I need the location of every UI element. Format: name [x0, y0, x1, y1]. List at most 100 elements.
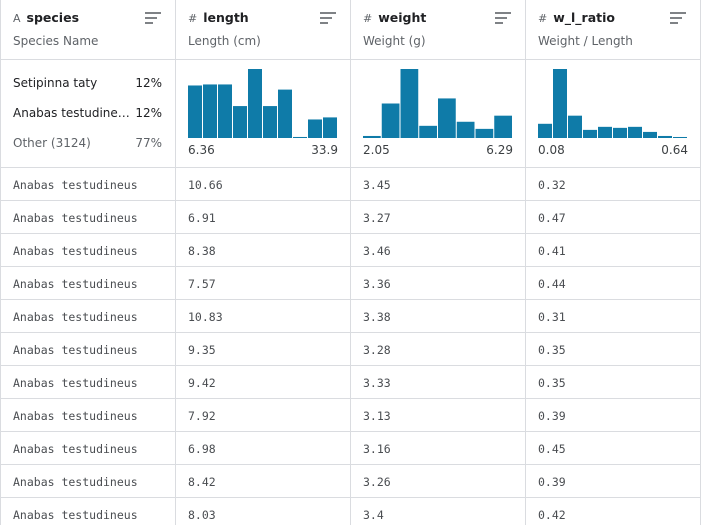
histogram-bar	[475, 128, 494, 138]
cell-value: 0.44	[538, 277, 566, 291]
cell-value: 3.46	[363, 244, 391, 258]
sort-button[interactable]	[670, 12, 686, 24]
histogram-max: 33.9	[311, 143, 338, 157]
table-cell: 8.42	[176, 465, 351, 498]
cell-value: 0.35	[538, 343, 566, 357]
histogram-bar	[456, 121, 475, 138]
table-cell: 3.26	[351, 465, 526, 498]
table-cell: 0.42	[526, 498, 701, 525]
type-icon: #	[538, 12, 548, 25]
cell-value: 6.98	[188, 442, 216, 456]
column-title: # length	[188, 10, 249, 25]
sort-button[interactable]	[320, 12, 336, 24]
cell-value: 0.39	[538, 475, 566, 489]
cell-value: Anabas testudineus	[13, 178, 138, 192]
column-description: Length (cm)	[188, 34, 261, 48]
cell-value: 3.16	[363, 442, 391, 456]
histogram-bar	[598, 126, 612, 138]
histogram-min: 2.05	[363, 143, 390, 157]
column-summary: 6.36 33.9	[176, 60, 351, 168]
histogram	[363, 69, 512, 138]
cell-value: Anabas testudineus	[13, 343, 138, 357]
histogram-bar	[263, 106, 277, 138]
table-cell: Anabas testudineus	[1, 399, 176, 432]
cell-value: 0.35	[538, 376, 566, 390]
cell-value: 10.66	[188, 178, 223, 192]
column-header: # length Length (cm)	[176, 0, 351, 60]
top-value-percent: 12%	[135, 106, 162, 120]
cell-value: 8.42	[188, 475, 216, 489]
cell-value: 9.35	[188, 343, 216, 357]
table-cell: 6.91	[176, 201, 351, 234]
cell-value: Anabas testudineus	[13, 508, 138, 522]
table-cell: 3.38	[351, 300, 526, 333]
histogram-bar	[643, 131, 657, 138]
table-cell: 0.41	[526, 234, 701, 267]
histogram-bar	[673, 136, 687, 138]
table-cell: 0.32	[526, 168, 701, 201]
histogram-bar	[419, 125, 437, 138]
table-cell: 0.35	[526, 333, 701, 366]
histogram-bar	[248, 69, 262, 138]
histogram-bar	[438, 98, 456, 138]
cell-value: 3.13	[363, 409, 391, 423]
histogram-bar	[363, 135, 381, 138]
table-cell: 3.46	[351, 234, 526, 267]
histogram-bar	[400, 69, 419, 138]
table-cell: 8.03	[176, 498, 351, 525]
cell-value: 7.57	[188, 277, 216, 291]
cell-value: 3.36	[363, 277, 391, 291]
histogram-bar	[218, 84, 232, 138]
table-cell: Anabas testudineus	[1, 432, 176, 465]
histogram-bar	[568, 115, 582, 138]
table-cell: 0.35	[526, 366, 701, 399]
table-cell: 10.66	[176, 168, 351, 201]
column-name: w_l_ratio	[553, 10, 615, 25]
table-cell: 6.98	[176, 432, 351, 465]
cell-value: Anabas testudineus	[13, 475, 138, 489]
histogram-bar	[323, 117, 337, 138]
table-cell: Anabas testudineus	[1, 465, 176, 498]
cell-value: Anabas testudineus	[13, 442, 138, 456]
cell-value: 0.32	[538, 178, 566, 192]
sort-button[interactable]	[495, 12, 511, 24]
cell-value: 8.03	[188, 508, 216, 522]
histogram-bar	[278, 89, 292, 138]
sort-button[interactable]	[145, 12, 161, 24]
column-description: Species Name	[13, 34, 99, 48]
histogram-bar	[233, 106, 247, 138]
table-cell: 3.45	[351, 168, 526, 201]
top-value-percent: 77%	[135, 136, 162, 150]
cell-value: 8.38	[188, 244, 216, 258]
cell-value: 3.33	[363, 376, 391, 390]
table-cell: Anabas testudineus	[1, 168, 176, 201]
histogram-bar	[628, 126, 642, 138]
histogram-bar	[613, 127, 627, 138]
top-value-label: Anabas testudine…	[13, 106, 130, 120]
table-cell: 3.13	[351, 399, 526, 432]
table-cell: 7.57	[176, 267, 351, 300]
top-value-percent: 12%	[135, 76, 162, 90]
cell-value: Anabas testudineus	[13, 310, 138, 324]
histogram	[188, 69, 337, 138]
histogram-min: 0.08	[538, 143, 565, 157]
column-summary: 2.05 6.29	[351, 60, 526, 168]
histogram-max: 6.29	[486, 143, 513, 157]
table-cell: 3.16	[351, 432, 526, 465]
table-cell: 3.4	[351, 498, 526, 525]
cell-value: 6.91	[188, 211, 216, 225]
table-cell: Anabas testudineus	[1, 300, 176, 333]
cell-value: 7.92	[188, 409, 216, 423]
cell-value: 3.4	[363, 508, 384, 522]
cell-value: 0.39	[538, 409, 566, 423]
histogram-bar	[188, 85, 202, 138]
cell-value: 0.31	[538, 310, 566, 324]
histogram-bar	[381, 103, 400, 138]
column-name: length	[203, 10, 249, 25]
cell-value: 3.27	[363, 211, 391, 225]
table-cell: Anabas testudineus	[1, 234, 176, 267]
table-cell: 8.38	[176, 234, 351, 267]
table-cell: Anabas testudineus	[1, 333, 176, 366]
